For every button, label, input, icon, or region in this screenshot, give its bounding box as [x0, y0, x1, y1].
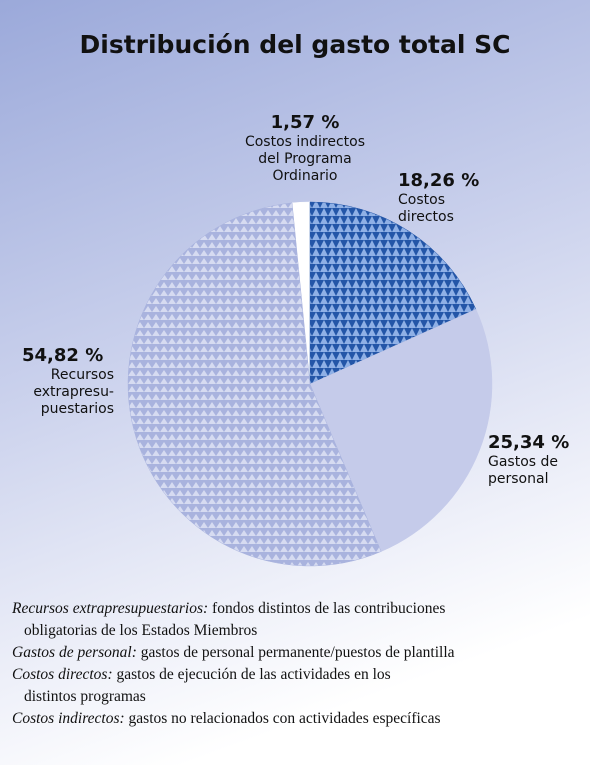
note-text: gastos de personal permanente/puestos de…	[136, 644, 455, 661]
slice-label: 18,26 % Costos directos	[398, 170, 518, 226]
category-label: Costos directos	[398, 192, 454, 225]
slice-label: 54,82 % Recursos extrapresu- puestarios	[22, 345, 114, 418]
note-term: Recursos extrapresupuestarios:	[12, 600, 209, 617]
slice-label: 25,34 % Gastos de personal	[488, 432, 588, 488]
note: Costos directos: gastos de ejecución de …	[12, 664, 394, 708]
chart-title: Distribución del gasto total SC	[79, 30, 511, 59]
value-label: 18,26 %	[398, 170, 480, 191]
notes: Recursos extrapresupuestarios: fondos di…	[12, 598, 582, 730]
note: Recursos extrapresupuestarios: fondos di…	[12, 598, 514, 642]
category-label: Costos indirectos del Programa Ordinario	[244, 134, 366, 184]
category-label: Recursos extrapresu- puestarios	[33, 367, 114, 417]
slice-label: 1,57 % Costos indirectos del Programa Ord…	[230, 112, 380, 185]
note: Gastos de personal: gastos de personal p…	[12, 642, 582, 664]
note-text: fondos distintos de las contribuciones o…	[24, 600, 446, 639]
note-text: gastos de ejecución de las actividades e…	[24, 666, 391, 705]
value-label: 1,57 %	[270, 112, 340, 133]
note: Costos indirectos: gastos no relacionado…	[12, 708, 582, 730]
pie-slice	[309, 201, 477, 385]
category-label: Gastos de personal	[488, 454, 559, 487]
pie-slice	[127, 202, 382, 567]
note-text: gastos no relacionados con actividades e…	[124, 710, 441, 727]
note-term: Costos indirectos:	[12, 710, 125, 727]
value-label: 25,34 %	[488, 432, 570, 453]
note-term: Gastos de personal:	[12, 644, 137, 661]
value-label: 54,82 %	[22, 345, 104, 366]
note-term: Costos directos:	[12, 666, 113, 683]
